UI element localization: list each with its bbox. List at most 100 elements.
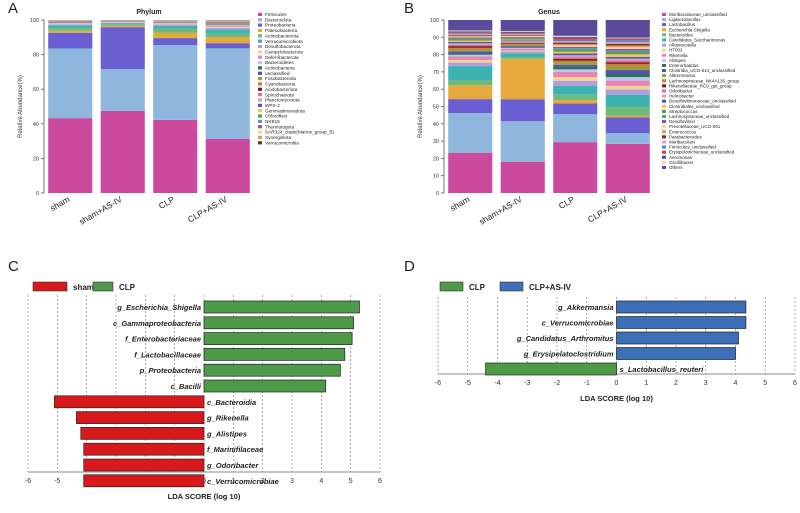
chart-1-bar-segment [500, 99, 545, 122]
chart-0-category-label: sham [48, 194, 71, 213]
chart-3-bar-label: g_Candidatus_Arthromitus [516, 334, 614, 343]
chart-0-legend-label: Chloroflexi [265, 114, 287, 119]
chart-0-ytick-label: 20 [33, 156, 39, 162]
chart-1-bar-segment [605, 106, 650, 116]
chart-0-legend-swatch [258, 109, 262, 113]
chart-1-bar-segment [500, 50, 545, 52]
chart-3-xtick-label: -6 [435, 380, 441, 387]
chart-0-ytick-label: 0 [36, 191, 39, 197]
chart-1-bar-segment [553, 94, 598, 101]
chart-1-legend-swatch [662, 114, 666, 118]
chart-0-legend-label: Synergistota [265, 135, 291, 140]
chart-3-bar-label: c_Verrucomicrobiae [542, 319, 614, 328]
chart-1-bar-segment [448, 39, 493, 41]
chart-0-legend-label: Bacteroidetes [265, 60, 294, 65]
chart-1-legend-label: Streptococcus [669, 109, 698, 114]
chart-0-bar-segment [153, 23, 198, 25]
panel-label-a: A [8, 0, 19, 17]
chart-1-legend-swatch [662, 58, 666, 62]
chart-0-legend-swatch [258, 114, 262, 118]
chart-1-bar-segment [448, 36, 493, 38]
chart-3-xtick-label: -1 [584, 380, 590, 387]
chart-3-bar [616, 316, 747, 329]
chart-1-bar-segment [500, 36, 545, 37]
chart-1-bar-segment [605, 117, 650, 134]
chart-2-bar-label: g_Rikenella [206, 414, 249, 423]
chart-2-bar-label: c_Bacteroidia [207, 398, 256, 407]
chart-0-legend-swatch [258, 12, 262, 16]
chart-3-legend-label: CLP [469, 283, 486, 292]
chart-1-legend-label: Parabacteroides [669, 134, 703, 139]
chart-1-legend-swatch [662, 135, 666, 139]
chart-0-legend-swatch [258, 125, 262, 129]
chart-1-bar-segment [500, 53, 545, 57]
chart-1-bar-segment [448, 44, 493, 47]
chart-2-bar [83, 442, 205, 456]
chart-1-legend-swatch [662, 125, 666, 129]
chart-1-bar-segment [553, 38, 598, 40]
chart-1-ytick-label: 70 [433, 70, 439, 76]
chart-1-bar-segment [553, 35, 598, 38]
chart-0-legend-label: Gemmatimonadota [265, 108, 305, 113]
chart-3-xtick-label: 0 [615, 380, 619, 387]
chart-0-bar-segment [205, 29, 250, 34]
chart-2-legend-label: sham [73, 283, 94, 292]
chart-1-legend-swatch [662, 89, 666, 93]
chart-1-bar-segment [553, 80, 598, 86]
chart-1-bar-segment [500, 39, 545, 41]
chart-1-legend-swatch [662, 33, 666, 37]
chart-2-bar [83, 474, 205, 488]
chart-1-bar-segment [553, 44, 598, 46]
chart-1-bar-segment [605, 39, 650, 41]
chart-2-legend-swatch [32, 281, 68, 292]
chart-3-xtick-label: 2 [674, 380, 678, 387]
chart-1-bar-segment [448, 47, 493, 50]
chart-1-bar-segment [500, 35, 545, 37]
chart-1-bar-segment [553, 42, 598, 45]
chart-0-bar-segment [48, 30, 93, 33]
chart-1-legend-swatch [662, 145, 666, 149]
chart-1-bar-segment [605, 41, 650, 44]
chart-3-bar [616, 347, 736, 360]
chart-1-legend-label: Lactobacillus [669, 22, 696, 27]
chart-0-bar-segment [205, 27, 250, 30]
chart-0-legend-label: Campylobacterota [265, 49, 303, 54]
chart-0-bar-segment [205, 24, 250, 26]
chart-1-ytick-label: 50 [433, 105, 439, 111]
chart-1-bar-segment [500, 45, 545, 47]
chart-0-bar-segment [48, 28, 93, 31]
chart-0-legend-label: Acidobacteriota [265, 87, 298, 92]
chart-1-bar-segment [448, 35, 493, 37]
chart-1-bar-segment [448, 59, 493, 63]
chart-1-bar-segment [500, 48, 545, 51]
chart-0-title: Phylum [136, 9, 161, 16]
chart-2-legend-label: CLP [119, 283, 136, 292]
chart-3-bar [616, 331, 739, 345]
chart-0-legend-swatch [258, 66, 262, 70]
chart-0-legend-swatch [258, 82, 262, 86]
chart-0-legend-swatch [258, 60, 262, 65]
chart-3-legend-swatch [499, 281, 524, 292]
chart-2-bar [203, 379, 327, 393]
chart-1-legend-label: Bacteroides [669, 32, 694, 37]
chart-0-bar-segment [205, 24, 250, 25]
chart-1-bar-segment [448, 79, 493, 86]
chart-1-bar-segment [448, 99, 493, 114]
chart-1-bar-segment [448, 40, 493, 42]
chart-1-legend-label: Lachnospiraceae_NK4A136_group [669, 78, 740, 83]
chart-1-legend-label: Escherichia-Shigella [669, 27, 710, 32]
chart-0-bar-segment [48, 23, 93, 25]
chart-0-bar-segment [153, 119, 198, 193]
chart-2-bar [80, 427, 205, 440]
chart-0-legend-swatch [258, 103, 262, 107]
chart-1-legend-label: Candidatus_Saccharimonas [669, 38, 726, 43]
chart-1-bar-segment [553, 50, 598, 52]
chart-1-legend-swatch [662, 84, 666, 88]
chart-1-ytick-label: 30 [433, 139, 439, 145]
chart-0-legend-swatch [258, 28, 262, 33]
chart-0-legend-label: NKB15 [265, 119, 280, 124]
chart-3-xlabel: LDA SCORE (log 10) [580, 394, 653, 403]
chart-1-ytick-label: 80 [433, 53, 439, 59]
chart-0-legend-swatch [258, 98, 262, 102]
chart-1-bar-segment [500, 47, 545, 49]
